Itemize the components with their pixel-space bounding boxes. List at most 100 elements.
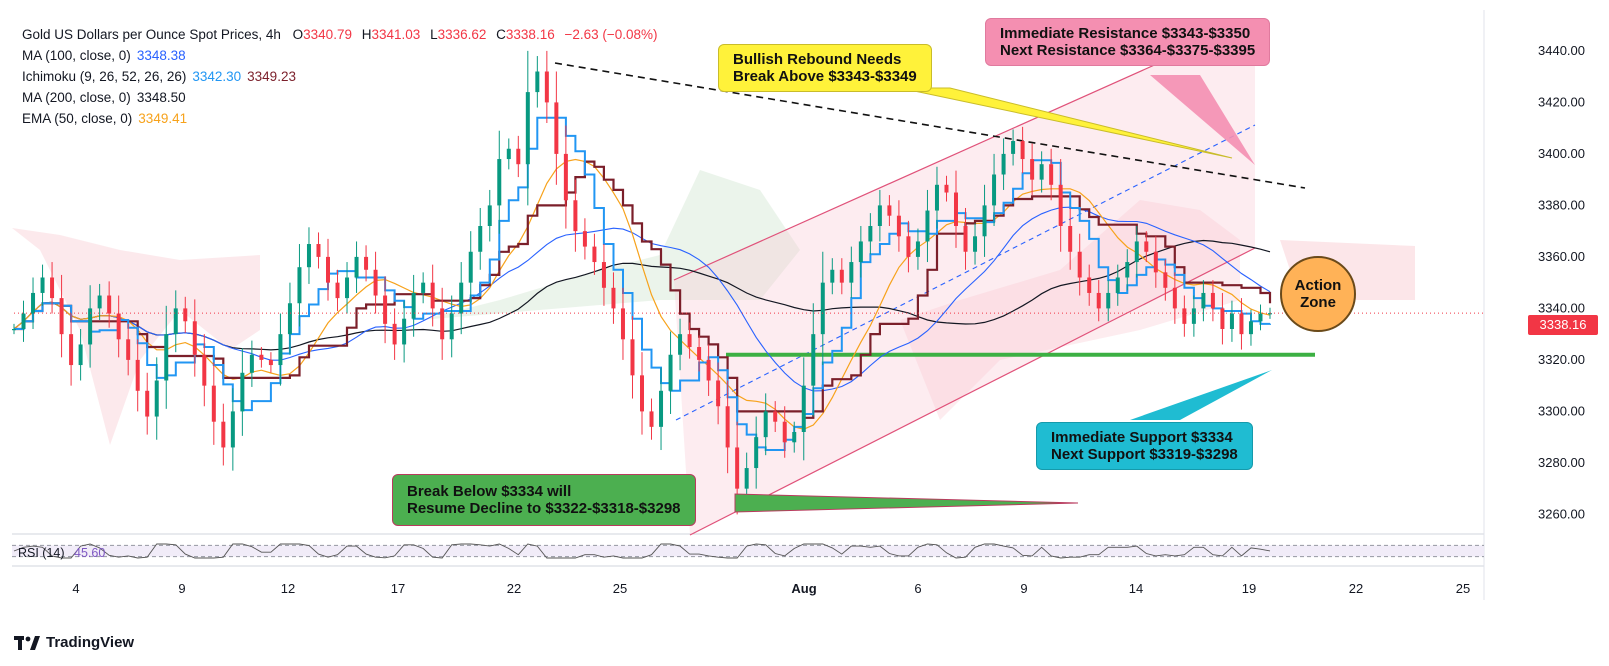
- candle-body: [563, 153, 568, 201]
- legend-ema50-label: EMA (50, close, 0): [22, 111, 133, 126]
- candle-body: [934, 184, 939, 211]
- candle-body: [430, 282, 435, 309]
- x-tick-label: 25: [1456, 581, 1470, 596]
- candle-body: [735, 447, 740, 489]
- y-tick-label: 3380.00: [1538, 197, 1585, 212]
- support-callout: Immediate Support $3334 Next Support $33…: [1036, 422, 1253, 470]
- tradingview-brand[interactable]: TradingView: [14, 634, 134, 651]
- candle-body: [487, 205, 492, 226]
- candle-body: [1001, 153, 1006, 175]
- candle-body: [925, 210, 930, 242]
- x-tick-label: 12: [281, 581, 295, 596]
- candle-body: [478, 226, 483, 252]
- candle-body: [88, 308, 93, 345]
- ohlc-close-label: C: [496, 27, 506, 42]
- candle-body: [1077, 251, 1082, 278]
- break-below-callout: Break Below $3334 will Resume Decline to…: [392, 474, 696, 526]
- candle-body: [716, 380, 721, 407]
- rsi-value: 45.60: [74, 546, 106, 560]
- candle-body: [40, 277, 45, 293]
- candle-body: [221, 421, 226, 448]
- candle-body: [373, 269, 378, 296]
- x-tick-label: 22: [507, 581, 521, 596]
- candle-body: [364, 256, 369, 270]
- action-zone-line2: Zone: [1300, 294, 1336, 311]
- candle-body: [59, 298, 64, 335]
- y-tick-label: 3280.00: [1538, 455, 1585, 470]
- bullish-callout: Bullish Rebound Needs Break Above $3343-…: [718, 44, 932, 92]
- candle-body: [706, 359, 711, 381]
- candle-body: [31, 292, 36, 314]
- candle-body: [392, 323, 397, 345]
- candle-body: [145, 390, 150, 417]
- y-tick-label: 3440.00: [1538, 43, 1585, 58]
- candle-body: [135, 359, 140, 391]
- candle-body: [1068, 226, 1073, 252]
- candle-body: [858, 241, 863, 263]
- legend-ema50[interactable]: EMA (50, close, 0) 3349.41: [22, 108, 658, 129]
- candle-body: [297, 267, 302, 304]
- candle-body: [944, 184, 949, 193]
- candle-body: [1229, 313, 1234, 329]
- candle-body: [354, 256, 359, 278]
- ichimoku-cloud-bullish: [420, 170, 800, 320]
- rising-channel-fill: [674, 20, 1255, 535]
- candle-body: [383, 295, 388, 324]
- y-tick-label: 3400.00: [1538, 146, 1585, 161]
- candle-body: [326, 256, 330, 283]
- candle-body: [1210, 292, 1215, 309]
- candle-body: [249, 354, 254, 373]
- ichimoku-kijun-line: [14, 160, 1272, 419]
- x-tick-label: 6: [914, 581, 921, 596]
- rsi-label: RSI (14): [18, 546, 65, 560]
- candle-body: [97, 295, 102, 309]
- ohlc-close: 3338.16: [505, 27, 555, 42]
- x-tick-label: 4: [72, 581, 79, 596]
- candle-body: [801, 385, 806, 432]
- candle-body: [659, 390, 664, 427]
- candle-body: [849, 262, 854, 283]
- resistance-line1: Immediate Resistance $3343-$3350: [1000, 25, 1251, 42]
- legend-ichimoku-value1: 3342.30: [192, 69, 242, 84]
- candle-body: [421, 282, 426, 293]
- candle-body: [1030, 159, 1035, 180]
- rsi-legend[interactable]: RSI (14) 45.60: [18, 546, 105, 560]
- legend-ichimoku[interactable]: Ichimoku (9, 26, 52, 26, 26) 3342.30 3349.…: [22, 66, 658, 87]
- candle-body: [1134, 241, 1139, 263]
- candle-body: [1106, 292, 1111, 309]
- candle-body: [1115, 277, 1120, 293]
- resistance-line2: Next Resistance $3364-$3375-$3395: [1000, 42, 1256, 59]
- candle-body: [468, 251, 473, 283]
- candle-body: [592, 246, 597, 263]
- candle-body: [697, 347, 702, 360]
- candle-body: [107, 295, 112, 314]
- break-below-pointer: [734, 493, 1079, 513]
- candle-body: [887, 205, 892, 216]
- candle-body: [792, 432, 797, 443]
- candle-body: [306, 244, 311, 268]
- legend-ichimoku-label: Ichimoku (9, 26, 52, 26, 26): [22, 69, 187, 84]
- rsi-line: [13, 543, 1271, 559]
- break-below-line1: Break Below $3334 will: [407, 483, 572, 500]
- candle-body: [78, 344, 83, 366]
- candle-body: [1087, 277, 1092, 293]
- candle-body: [573, 200, 578, 232]
- x-tick-label: 9: [1020, 581, 1027, 596]
- resistance-pointer: [1150, 75, 1255, 165]
- candle-body: [896, 215, 901, 237]
- y-tick-label: 3320.00: [1538, 352, 1585, 367]
- candle-body: [497, 159, 502, 206]
- support-pointer: [1130, 370, 1272, 420]
- legend-ma200[interactable]: MA (200, close, 0) 3348.50: [22, 87, 658, 108]
- x-tick-label: 14: [1129, 581, 1143, 596]
- channel-lower-line: [689, 247, 1256, 536]
- candle-body: [449, 313, 454, 340]
- candle-body: [1011, 141, 1016, 154]
- resistance-callout: Immediate Resistance $3343-$3350 Next Re…: [985, 18, 1271, 66]
- x-tick-label: 9: [178, 581, 185, 596]
- candle-body: [915, 241, 920, 257]
- candle-body: [1020, 141, 1025, 160]
- candle-body: [1220, 308, 1225, 329]
- legend-ma100[interactable]: MA (100, close, 0) 3348.38: [22, 45, 658, 66]
